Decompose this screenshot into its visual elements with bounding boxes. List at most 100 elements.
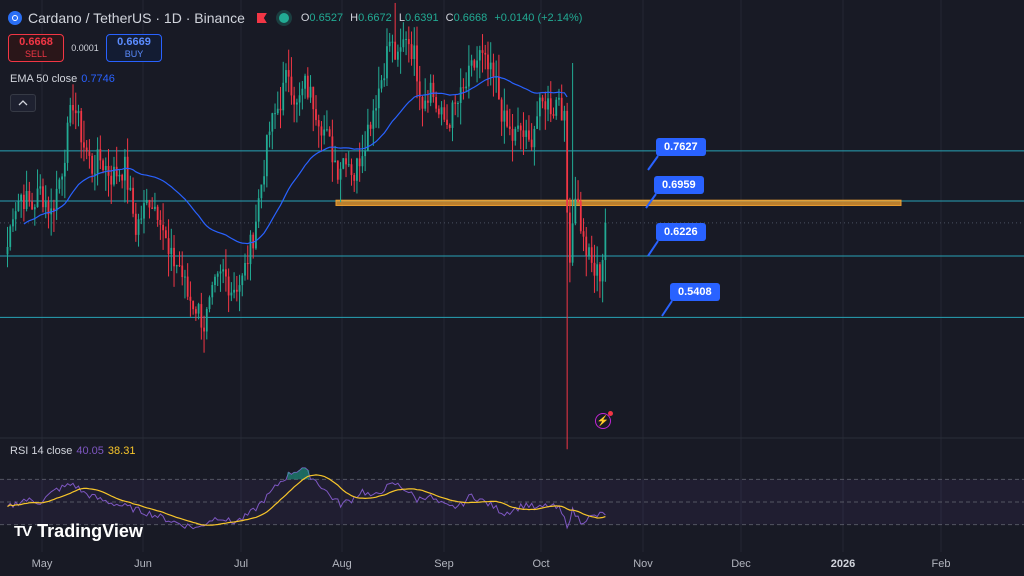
- candle-body: [347, 164, 350, 166]
- tradingview-logo[interactable]: TV TradingView: [14, 521, 143, 542]
- candle-body: [574, 198, 577, 224]
- candle-body: [306, 75, 309, 98]
- candle-body: [175, 265, 178, 267]
- candle-body: [353, 175, 356, 181]
- candle-body: [263, 176, 266, 185]
- candle-body: [380, 80, 383, 89]
- spread-value: 0.0001: [71, 43, 99, 53]
- candle-body: [235, 289, 238, 292]
- candle-body: [377, 88, 380, 109]
- candle-body: [500, 99, 503, 122]
- candle-body: [508, 126, 511, 129]
- level-label-3[interactable]: 0.5408: [670, 283, 720, 301]
- flag-icon[interactable]: [256, 13, 267, 23]
- candle-body: [467, 65, 470, 87]
- candle-body: [72, 104, 74, 111]
- candle-body: [290, 76, 293, 96]
- candle-body: [599, 264, 601, 282]
- ohlc-close: 0.6668: [453, 12, 488, 24]
- candle-body: [451, 102, 454, 128]
- candle-body: [271, 113, 274, 132]
- candle-body: [113, 166, 115, 185]
- candle-body: [579, 201, 582, 232]
- candle-body: [555, 99, 558, 116]
- candle-body: [145, 199, 148, 204]
- trade-panel: 0.6668 SELL 0.0001 0.6669 BUY: [8, 34, 162, 62]
- candle-body: [435, 97, 438, 109]
- candle-body: [503, 110, 506, 122]
- candle-body: [402, 39, 405, 48]
- candle-body: [549, 98, 552, 115]
- candle-body: [369, 124, 372, 129]
- candle-body: [197, 304, 200, 314]
- x-axis-label: Oct: [532, 558, 550, 570]
- candle-body: [356, 158, 358, 181]
- collapse-indicators-button[interactable]: [10, 94, 36, 112]
- candle-body: [85, 147, 88, 152]
- candle-body: [418, 81, 421, 97]
- candle-body: [424, 100, 427, 109]
- candle-body: [383, 78, 386, 81]
- candle-body: [20, 194, 23, 202]
- candle-body: [31, 201, 33, 210]
- candle-body: [568, 212, 571, 263]
- candle-body: [331, 136, 334, 163]
- label-pointer: [645, 193, 657, 209]
- candle-body: [405, 39, 407, 41]
- chevron-up-icon: [18, 100, 28, 106]
- flash-alert-icon[interactable]: ⚡: [595, 411, 613, 429]
- candle-body: [375, 108, 377, 111]
- candle-body: [115, 166, 118, 177]
- label-pointer: [661, 300, 673, 317]
- candle-body: [121, 174, 124, 181]
- candle-body: [585, 236, 588, 256]
- candle-body: [590, 247, 593, 263]
- candle-body: [276, 108, 279, 114]
- sell-button[interactable]: 0.6668 SELL: [8, 34, 64, 62]
- candle-body: [63, 162, 66, 177]
- candle-body: [230, 292, 233, 296]
- candle-body: [6, 246, 9, 255]
- buy-label: BUY: [124, 49, 144, 59]
- cardano-coin-icon: [8, 11, 22, 25]
- candle-body: [140, 218, 143, 220]
- level-label-0[interactable]: 0.7627: [656, 138, 706, 156]
- candle-body: [249, 234, 252, 265]
- level-label-2[interactable]: 0.6226: [656, 223, 706, 241]
- candle-body: [454, 102, 457, 104]
- candle-body: [17, 201, 20, 212]
- candle-body: [407, 39, 410, 45]
- candle-body: [238, 285, 241, 292]
- tradingview-wordmark: TradingView: [37, 521, 143, 541]
- candle-body: [571, 223, 574, 263]
- candle-body: [528, 130, 530, 140]
- candle-body: [148, 199, 151, 208]
- buy-button[interactable]: 0.6669 BUY: [106, 34, 162, 62]
- candle-body: [44, 201, 47, 208]
- candle-body: [53, 208, 55, 211]
- candle-body: [459, 87, 462, 103]
- candle-body: [211, 285, 214, 298]
- rsi-legend[interactable]: RSI 14 close 40.05 38.31: [10, 445, 135, 457]
- candle-body: [476, 60, 478, 68]
- candle-body: [345, 158, 347, 165]
- ema-legend[interactable]: EMA 50 close 0.7746: [10, 73, 115, 85]
- candle-body: [233, 289, 235, 293]
- ema-line: [23, 75, 568, 245]
- candle-body: [386, 46, 388, 79]
- candle-body: [36, 188, 39, 208]
- symbol-title[interactable]: Cardano / TetherUS · 1D · Binance: [28, 10, 245, 26]
- buy-price: 0.6669: [117, 36, 151, 48]
- candle-body: [399, 47, 402, 52]
- candle-body: [596, 264, 599, 276]
- candle-body: [208, 297, 211, 310]
- x-axis-label: Nov: [633, 558, 653, 570]
- candle-body: [495, 76, 498, 78]
- candle-body: [361, 156, 364, 167]
- candle-body: [118, 174, 121, 177]
- level-label-1[interactable]: 0.6959: [654, 176, 704, 194]
- candle-body: [14, 211, 17, 220]
- ohlc-change: +0.0140 (+2.14%): [494, 12, 583, 24]
- candle-body: [104, 165, 107, 171]
